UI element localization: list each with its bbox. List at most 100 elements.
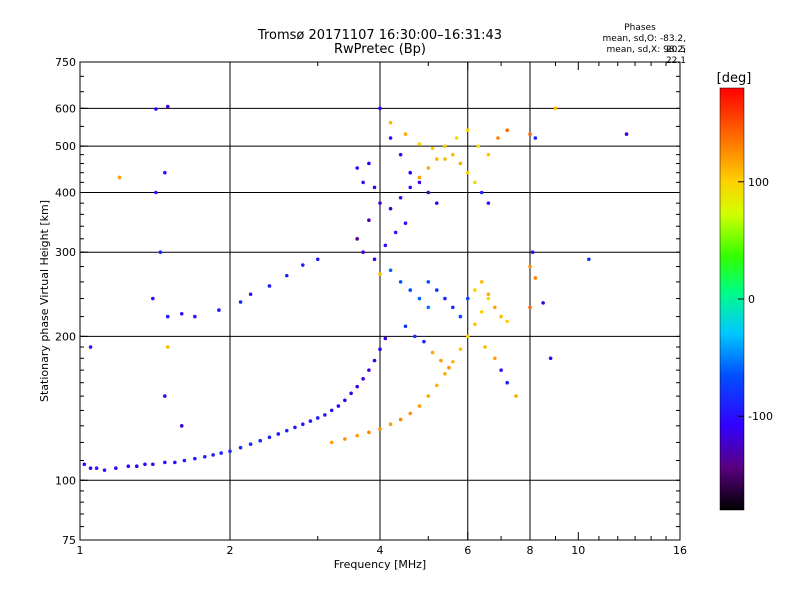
data-point bbox=[388, 120, 393, 125]
data-point bbox=[388, 268, 393, 273]
data-point bbox=[398, 195, 403, 200]
data-point bbox=[367, 430, 371, 435]
data-point bbox=[426, 190, 431, 195]
data-point bbox=[413, 334, 417, 339]
data-point bbox=[403, 132, 408, 136]
y-tick-label: 500 bbox=[55, 140, 76, 153]
x-tick-label: 4 bbox=[377, 544, 384, 557]
data-point bbox=[505, 380, 509, 385]
y-tick-label: 200 bbox=[55, 330, 76, 343]
colorbar-tick-label: 100 bbox=[748, 176, 769, 189]
data-point bbox=[378, 201, 382, 205]
data-point bbox=[465, 128, 470, 132]
data-point bbox=[476, 144, 481, 148]
data-point bbox=[248, 292, 253, 297]
data-point bbox=[486, 292, 491, 297]
data-point bbox=[434, 157, 439, 161]
data-point bbox=[315, 257, 320, 262]
data-point bbox=[479, 310, 484, 314]
data-point bbox=[443, 144, 447, 148]
data-point bbox=[367, 218, 371, 223]
data-point bbox=[553, 106, 558, 111]
data-point bbox=[163, 460, 167, 465]
y-axis-label: Stationary phase Virtual Height [km] bbox=[38, 200, 51, 402]
data-point bbox=[361, 377, 365, 381]
data-point bbox=[173, 460, 177, 465]
colorbar-unit-label: [deg] bbox=[717, 71, 752, 86]
data-point bbox=[267, 284, 272, 288]
data-point bbox=[151, 296, 155, 301]
data-point bbox=[486, 296, 491, 301]
data-point bbox=[403, 324, 408, 329]
data-point bbox=[349, 391, 353, 396]
data-point bbox=[426, 394, 431, 398]
data-point bbox=[378, 347, 382, 352]
x-tick-label: 16 bbox=[673, 544, 687, 557]
phases-o-stats: mean, sd,O: -83.2, 20.5 bbox=[602, 34, 686, 55]
data-point bbox=[219, 451, 223, 455]
data-point bbox=[486, 152, 491, 157]
data-point bbox=[479, 280, 484, 284]
data-point bbox=[367, 368, 371, 372]
data-point bbox=[398, 417, 403, 422]
data-point bbox=[134, 464, 139, 469]
data-point bbox=[393, 230, 398, 235]
data-point bbox=[486, 201, 491, 205]
data-point bbox=[355, 433, 359, 438]
data-point bbox=[383, 336, 388, 341]
data-point bbox=[493, 305, 497, 310]
data-point bbox=[329, 440, 334, 445]
data-point bbox=[378, 272, 382, 276]
grid-lines bbox=[80, 62, 680, 540]
data-point bbox=[398, 280, 403, 284]
data-point bbox=[367, 161, 371, 166]
data-point bbox=[372, 358, 377, 363]
data-point bbox=[408, 288, 413, 292]
data-point bbox=[102, 468, 107, 472]
data-point bbox=[165, 345, 170, 349]
data-point bbox=[388, 206, 393, 211]
data-point bbox=[301, 263, 305, 267]
chart-subtitle: RwPretec (Bp) bbox=[333, 42, 427, 57]
data-point bbox=[587, 257, 591, 262]
data-point bbox=[493, 356, 497, 361]
data-point bbox=[163, 170, 167, 175]
data-point bbox=[355, 237, 359, 241]
data-point bbox=[458, 314, 463, 319]
data-point bbox=[228, 449, 232, 454]
data-point bbox=[165, 314, 170, 319]
data-point bbox=[458, 161, 463, 166]
phases-x-stats: mean, sd,X: 98.2, 22.1 bbox=[606, 45, 686, 66]
data-point bbox=[443, 296, 447, 301]
data-point bbox=[179, 424, 184, 428]
data-point bbox=[165, 104, 170, 109]
x-tick-label: 1 bbox=[77, 544, 84, 557]
data-point bbox=[533, 136, 538, 140]
data-point bbox=[465, 296, 470, 301]
data-point bbox=[383, 243, 388, 248]
chart-title: Tromsø 20171107 16:30:00–16:31:43 bbox=[257, 28, 503, 43]
y-tick-label: 100 bbox=[55, 474, 76, 487]
data-point bbox=[284, 273, 289, 278]
data-point bbox=[154, 107, 158, 111]
data-point bbox=[284, 428, 289, 433]
data-point bbox=[417, 175, 422, 180]
data-point bbox=[496, 136, 500, 140]
data-point bbox=[403, 221, 408, 226]
data-point bbox=[439, 358, 443, 363]
data-point bbox=[505, 128, 509, 132]
data-point bbox=[182, 458, 187, 463]
data-point bbox=[408, 411, 413, 416]
data-point bbox=[422, 339, 426, 344]
data-point bbox=[388, 422, 393, 427]
data-point bbox=[473, 322, 477, 327]
colorbar-tick-label: -100 bbox=[748, 410, 773, 423]
data-point bbox=[88, 345, 93, 349]
data-point bbox=[417, 180, 422, 185]
data-point bbox=[179, 311, 184, 316]
data-point bbox=[88, 466, 93, 470]
data-point bbox=[158, 250, 163, 255]
data-point bbox=[114, 466, 118, 470]
x-axis-ticks: 1 2 4 6 8 10 16 bbox=[77, 62, 687, 557]
